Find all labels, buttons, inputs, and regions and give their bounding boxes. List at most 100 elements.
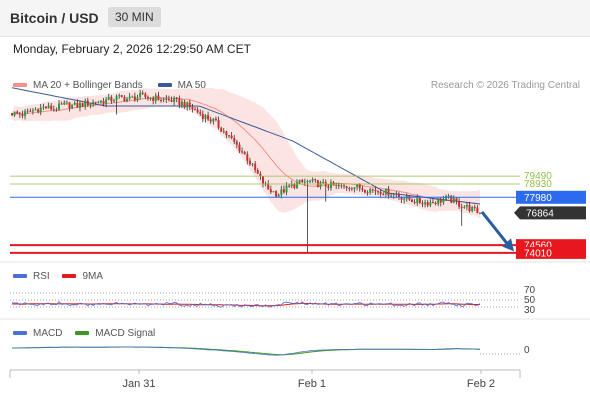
candle xyxy=(337,182,340,189)
candle-body xyxy=(379,191,382,194)
candle xyxy=(306,179,309,253)
candle-body xyxy=(337,184,340,187)
candle-body xyxy=(44,106,47,109)
candle-body xyxy=(397,194,400,197)
candle-body xyxy=(84,100,87,107)
candle xyxy=(230,132,233,140)
macd-swatch xyxy=(13,331,27,336)
candle-body xyxy=(447,195,450,197)
candle-body xyxy=(465,205,468,207)
candle-body xyxy=(295,182,298,188)
candle xyxy=(476,205,479,214)
candle xyxy=(275,189,278,198)
candle-body xyxy=(455,198,458,202)
candle xyxy=(322,178,325,184)
candle-body xyxy=(251,163,254,165)
candle xyxy=(146,95,149,101)
candle xyxy=(167,95,170,102)
candle xyxy=(194,106,197,111)
legend-label-macd: MACD xyxy=(33,328,63,339)
timeframe-badge[interactable]: 30 MIN xyxy=(108,7,161,27)
candle xyxy=(220,126,223,132)
candle-body xyxy=(209,119,212,122)
candle-body xyxy=(468,205,471,212)
ma50-swatch xyxy=(157,83,172,88)
candle-body xyxy=(356,184,359,188)
candle-body xyxy=(220,127,223,132)
candle xyxy=(183,99,186,109)
candle xyxy=(152,96,155,105)
candle-body xyxy=(437,199,440,204)
candle xyxy=(217,116,220,130)
candle-body xyxy=(416,198,419,204)
level-value-label: 77980 xyxy=(524,193,552,204)
candle xyxy=(259,171,262,180)
rsi-legend: RSI 9MA xyxy=(13,271,103,282)
candle-body xyxy=(144,93,147,98)
candle xyxy=(350,186,353,192)
candle-body xyxy=(316,180,319,188)
candle xyxy=(225,130,228,139)
candle xyxy=(303,178,306,186)
level-value-label: 74010 xyxy=(524,248,552,259)
candle-body xyxy=(363,189,366,193)
level-resistance: 79490 xyxy=(10,171,552,182)
candle xyxy=(374,186,377,195)
candle-body xyxy=(154,95,157,101)
candle xyxy=(238,142,241,154)
candle-body xyxy=(112,100,115,102)
candle xyxy=(170,96,173,103)
candle xyxy=(329,179,332,191)
candle xyxy=(47,102,50,109)
candle-body xyxy=(110,96,113,102)
candle-body xyxy=(136,97,139,101)
candle-body xyxy=(418,198,421,203)
candle xyxy=(348,186,351,192)
candle-body xyxy=(254,163,257,171)
candle xyxy=(31,107,34,115)
candle-body xyxy=(212,118,215,122)
candle xyxy=(301,178,304,184)
candle xyxy=(162,97,165,103)
candle xyxy=(128,92,131,101)
candle-body xyxy=(170,99,173,102)
candle-body xyxy=(343,185,346,187)
candle-body xyxy=(178,98,181,105)
candle-body xyxy=(152,97,155,101)
candle-body xyxy=(228,135,231,137)
candle xyxy=(269,185,272,195)
candle-body xyxy=(471,207,474,212)
candle-body xyxy=(139,92,142,98)
candle-body xyxy=(384,188,387,195)
candle xyxy=(199,109,202,116)
candle-body xyxy=(55,109,58,111)
candle xyxy=(458,197,461,209)
candle-body xyxy=(115,96,118,101)
candle-body xyxy=(429,202,432,206)
candle-body xyxy=(303,181,306,183)
candle-body xyxy=(133,96,136,101)
instrument-title: Bitcoin / USD xyxy=(10,10,99,26)
candle-body xyxy=(118,95,121,97)
candle-body xyxy=(92,101,95,104)
candle xyxy=(39,104,42,116)
candle-body xyxy=(162,98,165,101)
candle-body xyxy=(241,151,244,153)
candle xyxy=(92,99,95,108)
candle-body xyxy=(34,109,37,111)
candle xyxy=(105,96,108,108)
candle xyxy=(131,95,134,98)
candle-body xyxy=(301,179,304,183)
candle-body xyxy=(207,115,210,120)
candle xyxy=(460,203,463,226)
candle-body xyxy=(350,188,353,190)
candle-body xyxy=(248,160,251,165)
candle xyxy=(178,95,181,109)
candle xyxy=(118,93,121,99)
candle xyxy=(26,108,29,114)
candle xyxy=(76,99,79,108)
candle-body xyxy=(89,103,92,106)
candle-body xyxy=(298,179,301,183)
candle xyxy=(21,110,24,119)
